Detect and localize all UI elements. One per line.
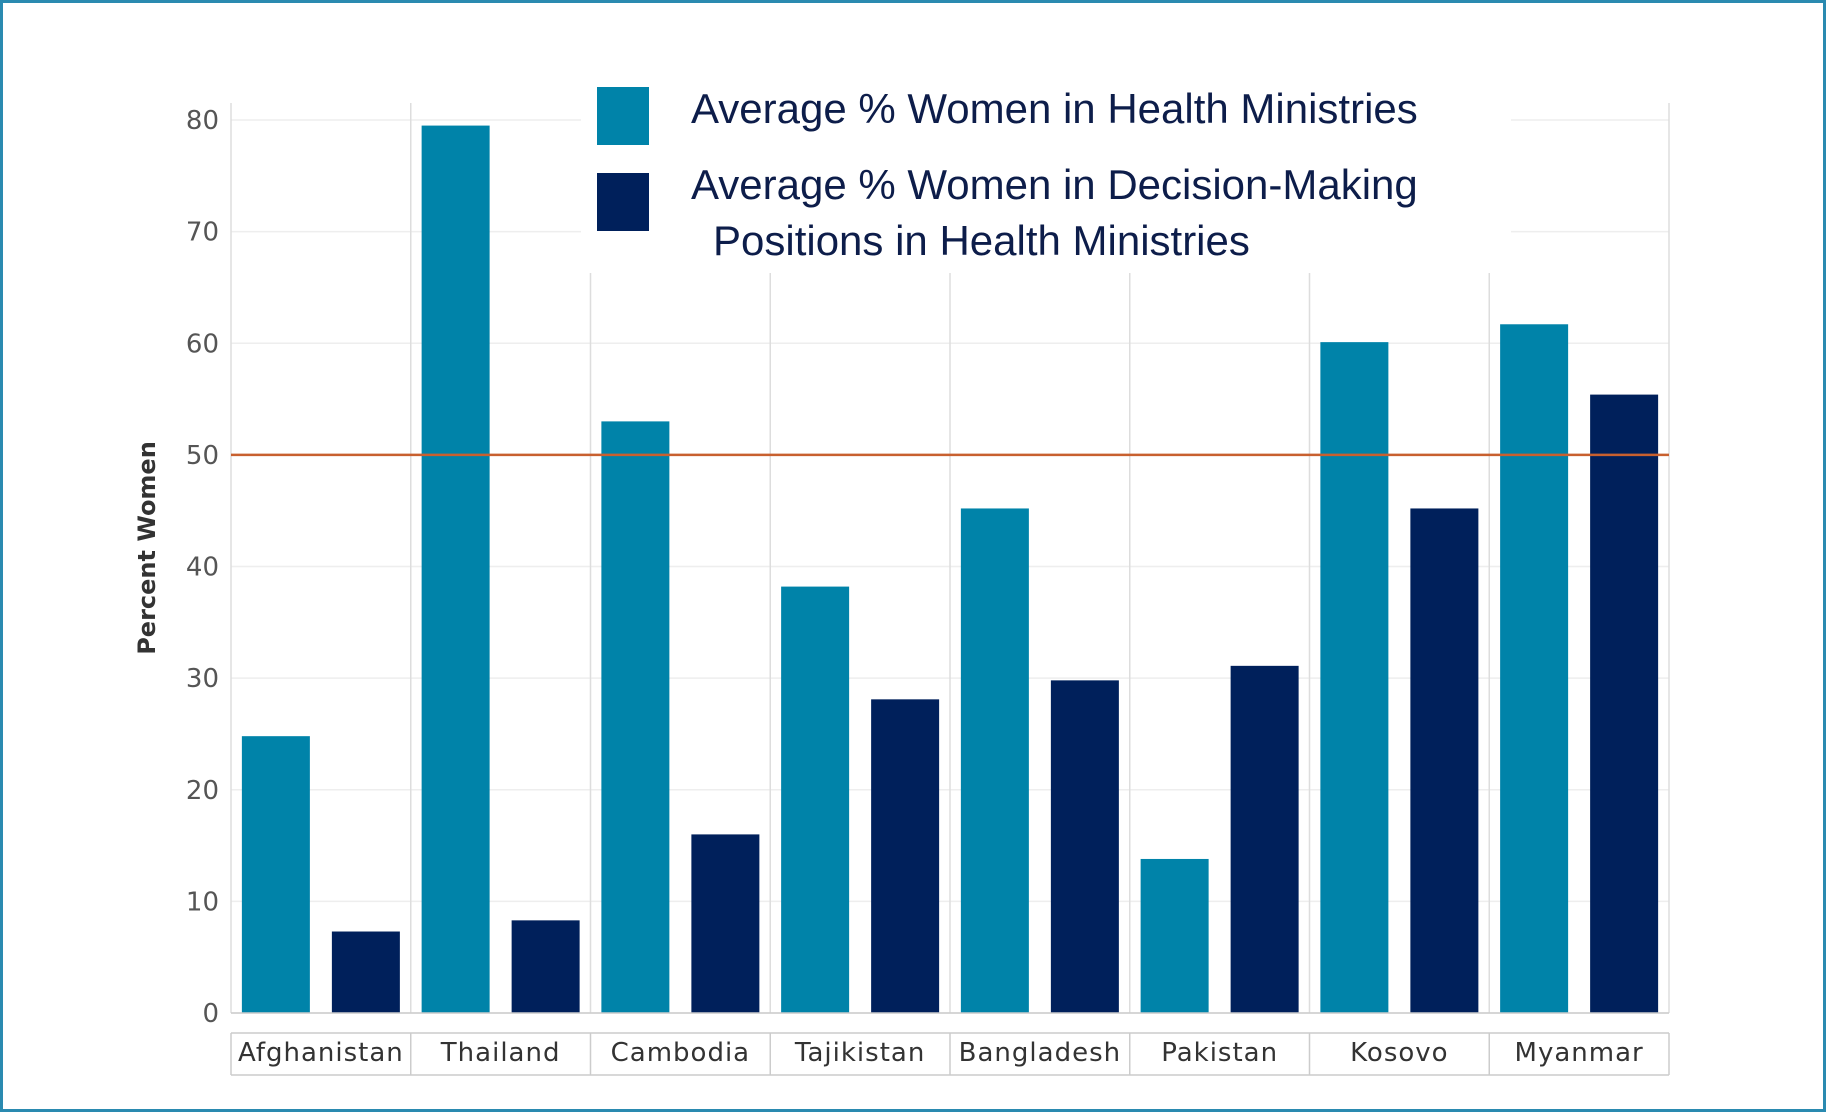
bar-bangladesh-series-2 (1050, 680, 1119, 1013)
y-tick-label-80: 80 (186, 106, 219, 136)
x-tick-label-thailand: Thailand (440, 1038, 561, 1068)
bar-myanmar-series-2 (1590, 394, 1659, 1013)
x-tick-label-tajikistan: Tajikistan (794, 1038, 925, 1068)
legend-label-series-2: Average % Women in Decision-Making (691, 161, 1418, 208)
bar-kosovo-series-1 (1320, 342, 1389, 1013)
y-axis: 0 10 20 30 40 50 60 70 80 (186, 106, 219, 1029)
legend-swatch-series-2 (597, 173, 649, 231)
x-tick-label-cambodia: Cambodia (611, 1038, 751, 1068)
x-tick-label-bangladesh: Bangladesh (959, 1038, 1121, 1068)
x-tick-label-pakistan: Pakistan (1161, 1038, 1278, 1068)
legend-swatch-series-1 (597, 87, 649, 145)
legend: Average % Women in Health Ministries Aver… (581, 73, 1511, 273)
bar-kosovo-series-2 (1410, 508, 1479, 1013)
bar-bangladesh-series-1 (960, 508, 1029, 1013)
bar-tajikistan-series-1 (781, 586, 850, 1013)
y-tick-label-20: 20 (186, 776, 219, 806)
y-tick-label-0: 0 (202, 999, 219, 1029)
bar-thailand-series-1 (421, 125, 490, 1014)
bar-pakistan-series-1 (1140, 858, 1209, 1013)
y-axis-label: Percent Women (133, 441, 161, 655)
bars (241, 125, 1659, 1014)
x-tick-label-kosovo: Kosovo (1350, 1038, 1448, 1068)
x-tick-label-myanmar: Myanmar (1515, 1038, 1644, 1068)
x-axis: Afghanistan Thailand Cambodia Tajikistan Ban… (230, 1012, 1670, 1076)
legend-background (581, 73, 1511, 273)
y-tick-label-10: 10 (186, 887, 219, 917)
bar-chart: 0 10 20 30 40 50 60 70 80 Afghanistan Thailand Cam… (133, 73, 1670, 1076)
x-tick-label-afghanistan: Afghanistan (238, 1038, 404, 1068)
bar-afghanistan-series-1 (241, 736, 310, 1013)
y-tick-label-40: 40 (186, 553, 219, 583)
legend-label-series-1: Average % Women in Health Ministries (691, 85, 1418, 132)
y-tick-label-30: 30 (186, 664, 219, 694)
bar-pakistan-series-2 (1230, 665, 1299, 1013)
bar-afghanistan-series-2 (331, 931, 400, 1013)
bar-tajikistan-series-2 (871, 699, 940, 1013)
y-tick-label-50: 50 (186, 441, 219, 471)
bar-cambodia-series-2 (691, 834, 760, 1013)
legend-label-series-2: Positions in Health Ministries (713, 217, 1250, 264)
y-tick-label-70: 70 (186, 218, 219, 248)
bar-cambodia-series-1 (601, 421, 670, 1013)
bar-thailand-series-2 (511, 920, 580, 1013)
bar-myanmar-series-1 (1500, 324, 1569, 1013)
y-tick-label-60: 60 (186, 329, 219, 359)
